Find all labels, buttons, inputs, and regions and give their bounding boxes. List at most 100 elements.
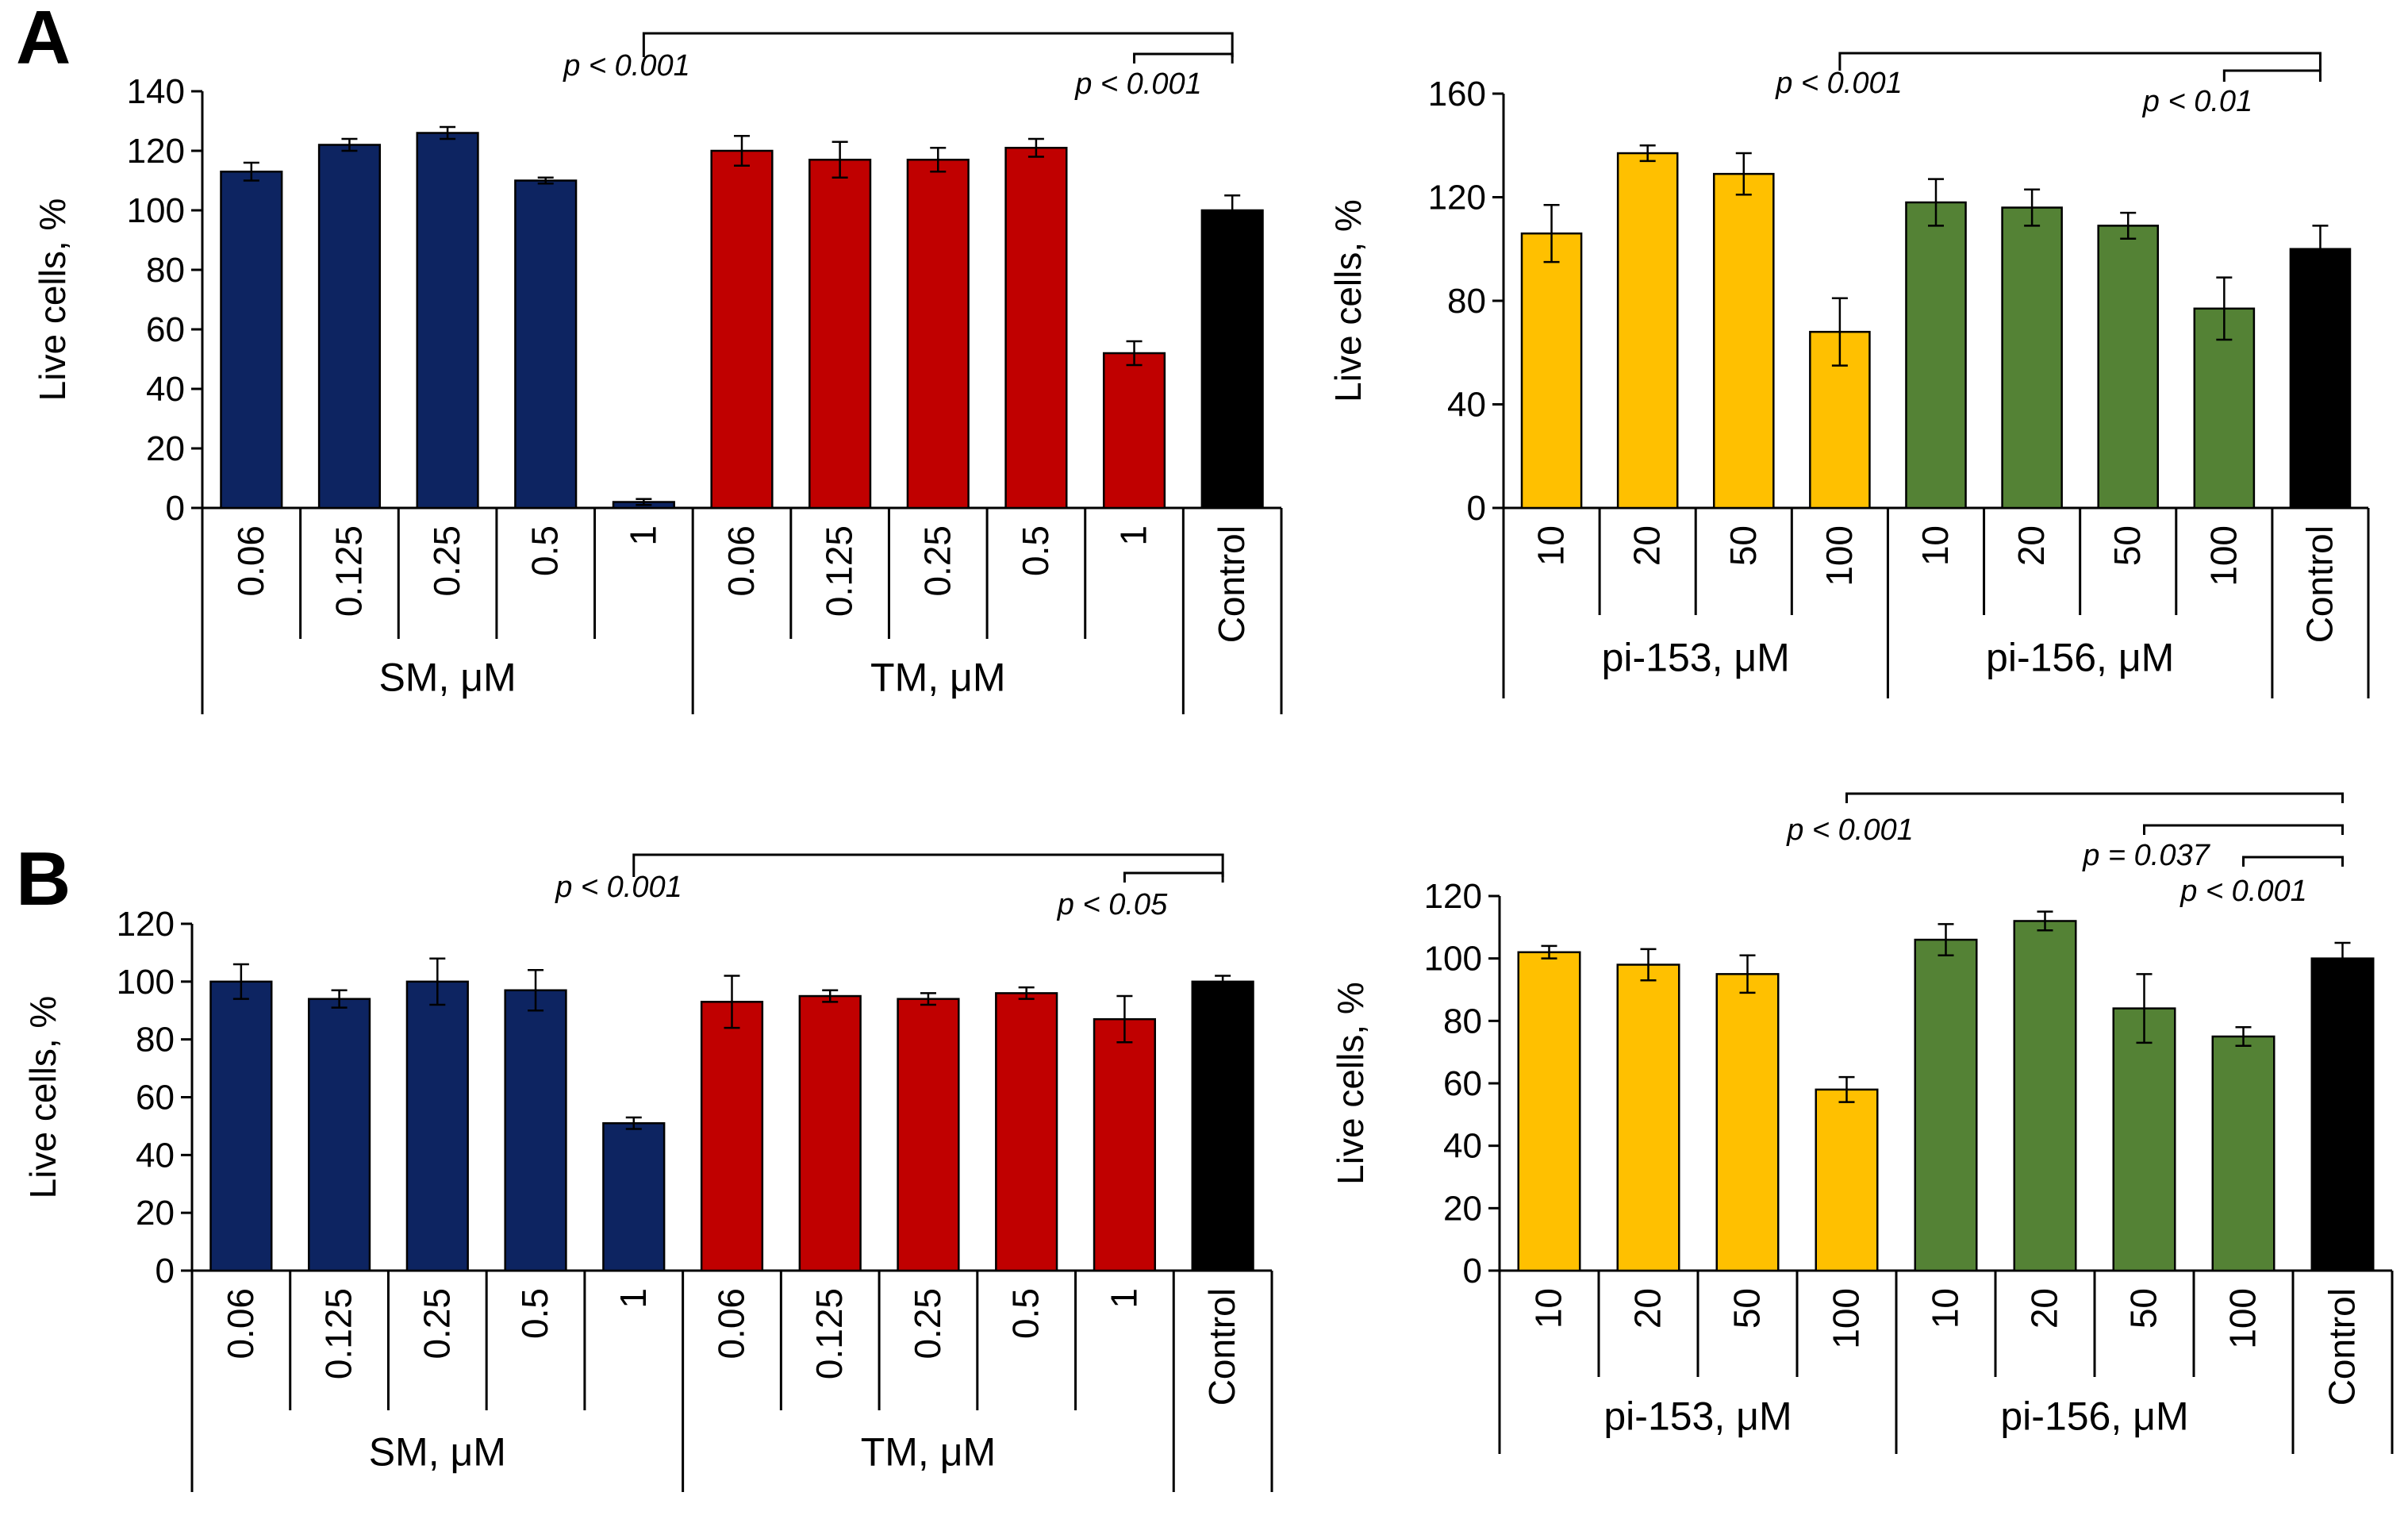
category-label: 20 — [1627, 1288, 1669, 1329]
bar — [514, 179, 578, 510]
p-value-label: p < 0.001 — [1775, 67, 1903, 100]
bar — [602, 1122, 666, 1272]
bar — [710, 149, 774, 510]
bar — [1004, 147, 1068, 510]
category-label: 0.5 — [514, 1288, 555, 1339]
y-tick-label: 20 — [1443, 1189, 1482, 1228]
category-label: 1 — [1113, 525, 1154, 546]
category-label: Control — [1211, 525, 1252, 643]
y-tick-label: 80 — [1443, 1002, 1482, 1040]
bar — [416, 132, 479, 510]
bar — [2193, 307, 2256, 510]
category-label: 1 — [1103, 1288, 1144, 1309]
significance-bracket — [642, 32, 1234, 57]
group-label: TM, μM — [861, 1430, 996, 1475]
bar — [1914, 938, 1978, 1272]
chart-b-right: 0 20 40 60 80 100 120 Live cells, % 10 20 50 100 10 2… — [1330, 792, 2394, 1454]
significance-bracket — [2222, 69, 2322, 82]
bar — [700, 1001, 764, 1272]
bar — [995, 992, 1058, 1272]
y-tick-label: 40 — [136, 1136, 175, 1175]
bar — [2001, 206, 2063, 510]
bar — [1905, 201, 1967, 510]
category-label: 20 — [1626, 525, 1668, 566]
bar — [1191, 980, 1254, 1272]
p-value-label: p = 0.037 — [2082, 839, 2210, 872]
y-tick-label: 160 — [1428, 75, 1486, 113]
y-tick-label: 40 — [1443, 1127, 1482, 1166]
category-label: 50 — [2123, 1288, 2164, 1329]
bar — [2211, 1035, 2276, 1272]
y-tick-label: 60 — [146, 310, 185, 349]
significance-bracket — [632, 853, 1224, 877]
y-tick-label: 120 — [127, 132, 185, 171]
y-axis-label: Live cells, % — [1327, 199, 1369, 402]
category-label: 20 — [2024, 1288, 2065, 1329]
bar — [1517, 951, 1581, 1272]
bar — [2310, 957, 2375, 1272]
group-label: pi-156, μM — [2000, 1394, 2188, 1439]
bar — [1815, 1088, 1879, 1272]
y-tick-label: 100 — [117, 963, 175, 1002]
category-label: 100 — [2203, 525, 2244, 587]
y-tick-label: 100 — [127, 191, 185, 230]
category-label: 50 — [2107, 525, 2148, 566]
category-label: 10 — [1925, 1288, 1966, 1329]
bar — [1616, 963, 1680, 1272]
category-label: 100 — [1818, 525, 1860, 587]
category-label: 0.5 — [524, 525, 566, 576]
y-tick-label: 0 — [1463, 1252, 1482, 1290]
bar — [2112, 1007, 2176, 1272]
category-label: 50 — [1722, 525, 1764, 566]
y-tick-label: 140 — [127, 72, 185, 111]
group-label: pi-153, μM — [1603, 1394, 1792, 1439]
category-label: 0.5 — [1005, 1288, 1047, 1339]
bar — [906, 159, 970, 510]
y-tick-label: 120 — [117, 905, 175, 944]
y-tick-label: 80 — [136, 1021, 175, 1060]
category-label: 50 — [1726, 1288, 1768, 1329]
p-value-label: p < 0.001 — [555, 871, 682, 904]
category-label: 0.5 — [1015, 525, 1056, 576]
chart-a-left: 0 20 40 60 80 100 120 140 Live cells, % 0.06 0.125… — [32, 32, 1283, 714]
category-label: 0.06 — [711, 1288, 752, 1360]
category-label: 100 — [1826, 1288, 1867, 1349]
bar — [2097, 225, 2160, 510]
group-label: pi-153, μM — [1602, 636, 1790, 680]
chart-a-right: 0 40 80 120 160 Live cells, % 10 20 50 100 10 20 50 1… — [1327, 52, 2370, 698]
p-value-label: p < 0.001 — [1786, 813, 1914, 847]
p-value-label: p < 0.001 — [563, 49, 690, 83]
bar — [209, 980, 273, 1272]
category-label: Control — [2322, 1288, 2363, 1406]
category-label: 100 — [2222, 1288, 2264, 1349]
chart-b-left: 0 20 40 60 80 100 120 Live cells, % 0.06 0.125 0.2… — [22, 853, 1273, 1492]
category-label: 0.25 — [426, 525, 467, 597]
bar — [405, 980, 469, 1272]
y-tick-label: 80 — [146, 251, 185, 290]
category-label: 0.06 — [230, 525, 271, 597]
significance-bracket — [1123, 871, 1224, 883]
bar — [2289, 248, 2352, 510]
group-label: pi-156, μM — [1986, 636, 2174, 680]
y-tick-label: 120 — [1424, 877, 1482, 916]
category-label: 20 — [2011, 525, 2052, 566]
y-tick-label: 40 — [1447, 386, 1486, 425]
category-label: 0.125 — [318, 1288, 359, 1379]
y-tick-label: 20 — [146, 429, 185, 468]
y-axis-label: Live cells, % — [32, 198, 73, 402]
y-tick-label: 0 — [1467, 489, 1486, 528]
p-value-label: p < 0.001 — [2179, 875, 2307, 908]
category-label: Control — [1201, 1288, 1242, 1406]
category-label: Control — [2299, 525, 2340, 643]
category-label: 1 — [622, 525, 663, 546]
category-label: 10 — [1914, 525, 1956, 566]
group-label: SM, μM — [378, 656, 516, 700]
category-label: 0.125 — [328, 525, 369, 617]
bar — [2013, 920, 2077, 1272]
y-tick-label: 40 — [146, 370, 185, 409]
p-value-label: p < 0.001 — [1074, 67, 1202, 101]
p-value-label: p < 0.01 — [2142, 85, 2252, 118]
bar — [897, 998, 960, 1272]
category-label: 0.06 — [220, 1288, 261, 1360]
category-label: 0.25 — [916, 525, 958, 597]
